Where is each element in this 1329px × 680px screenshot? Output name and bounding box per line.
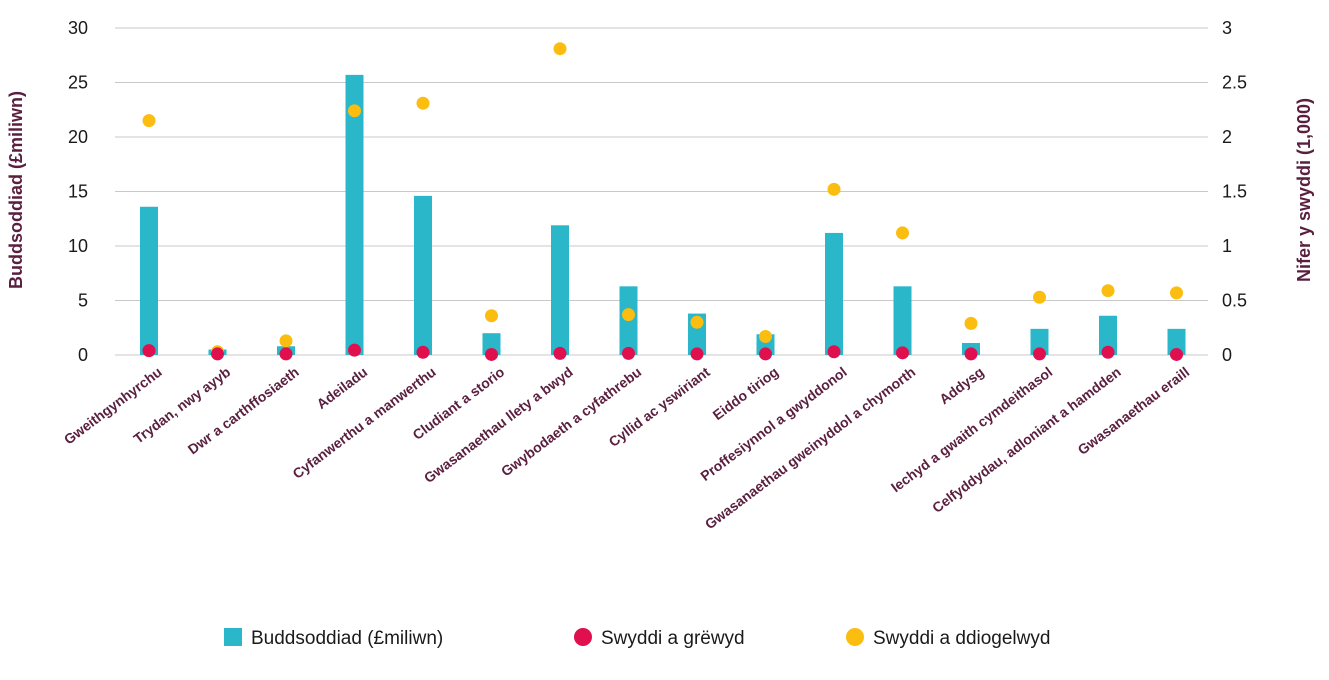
category-label: Eiddo tiriog [710, 364, 782, 424]
bar-series [140, 74, 1186, 356]
bar [1167, 328, 1186, 355]
dot-swyddi-grewyd [1170, 347, 1183, 361]
right-axis-ticks: 0 0.5 1 1.5 2 2.5 3 [1222, 18, 1247, 365]
left-tick-label: 5 [78, 291, 88, 311]
left-tick-label: 0 [78, 345, 88, 365]
gridlines [115, 27, 1208, 356]
dot-swyddi-grewyd [416, 345, 430, 359]
dot-swyddi-ddiogelwyd [1101, 284, 1115, 298]
dot-swyddi-ddiogelwyd [348, 104, 361, 118]
legend-label: Swyddi a ddiogelwyd [873, 628, 1050, 649]
dot-swyddi-ddiogelwyd [622, 308, 635, 322]
bar [551, 225, 569, 355]
dot-swyddi-grewyd [553, 346, 567, 360]
bar [345, 74, 364, 356]
left-axis-ticks: 0 5 10 15 20 25 30 [68, 18, 88, 365]
category-label: Dwr a carthffosiaeth [185, 364, 302, 458]
dot-swyddi-grewyd [211, 347, 224, 361]
left-tick-label: 20 [68, 127, 88, 147]
bar [1030, 328, 1049, 355]
legend-swatch [224, 628, 242, 646]
dot-swyddi-grewyd [1033, 347, 1046, 361]
dot-swyddi-grewyd [690, 347, 704, 361]
left-tick-label: 10 [68, 236, 88, 256]
dot-swyddi-grewyd [896, 346, 909, 360]
dot-swyddi-ddiogelwyd [485, 309, 498, 323]
dot-swyddi-ddiogelwyd [142, 114, 156, 128]
dot-swyddi-grewyd [827, 345, 841, 359]
bar [140, 206, 158, 355]
dot-swyddi-ddiogelwyd [759, 329, 772, 343]
right-axis-title: Nifer y swyddi (1,000) [1294, 98, 1314, 282]
dot-swyddi-ddiogelwyd [827, 182, 841, 196]
legend: Buddsoddiad (£miliwn) Swyddi a grëwyd Swyd… [224, 628, 1050, 649]
dot-swyddi-grewyd [622, 346, 635, 360]
left-tick-label: 25 [68, 73, 88, 93]
category-label: Adeiladu [313, 364, 370, 412]
right-tick-label: 2 [1222, 127, 1232, 147]
left-tick-label: 15 [68, 182, 88, 202]
left-tick-label: 30 [68, 18, 88, 38]
legend-swatch [846, 628, 864, 646]
dot-swyddi-ddiogelwyd [690, 315, 704, 329]
bar [825, 232, 843, 355]
dot-swyddi-ddiogelwyd [1170, 286, 1183, 300]
dot-swyddi-ddiogelwyd [279, 334, 293, 348]
dot-swyddi-ddiogelwyd [1033, 290, 1046, 304]
category-label: Cyfanwerthu a manwerthu [289, 364, 438, 482]
right-tick-label: 2.5 [1222, 73, 1247, 93]
dot-swyddi-grewyd [348, 343, 361, 357]
dot-swyddi-grewyd [759, 347, 772, 361]
dot-swyddi-ddiogelwyd [553, 42, 567, 56]
category-label: Gwasanaethau eraill [1075, 364, 1193, 458]
bar [893, 286, 912, 355]
dot-swyddi-grewyd [142, 344, 156, 358]
right-tick-label: 1.5 [1222, 182, 1247, 202]
dot-swyddi-grewyd [485, 347, 498, 361]
bar [1099, 315, 1117, 355]
bar [414, 195, 432, 355]
legend-swatch [574, 628, 592, 646]
left-axis-title: Buddsoddiad (£miliwn) [6, 91, 26, 289]
dot-swyddi-ddiogelwyd [964, 316, 978, 330]
scatter-series [142, 42, 1183, 361]
category-label: Addysg [936, 364, 987, 408]
right-tick-label: 3 [1222, 18, 1232, 38]
dot-swyddi-grewyd [1101, 345, 1115, 359]
legend-label: Buddsoddiad (£miliwn) [251, 628, 443, 649]
bar [482, 333, 501, 355]
legend-label: Swyddi a grëwyd [601, 628, 745, 649]
dot-swyddi-grewyd [964, 347, 978, 361]
right-tick-label: 0.5 [1222, 291, 1247, 311]
category-label: Gwybodaeth a cyfathrebu [498, 364, 644, 480]
right-tick-label: 1 [1222, 236, 1232, 256]
right-tick-label: 0 [1222, 345, 1232, 365]
dot-swyddi-grewyd [279, 347, 293, 361]
dot-swyddi-ddiogelwyd [896, 226, 909, 240]
dot-swyddi-ddiogelwyd [416, 96, 430, 110]
